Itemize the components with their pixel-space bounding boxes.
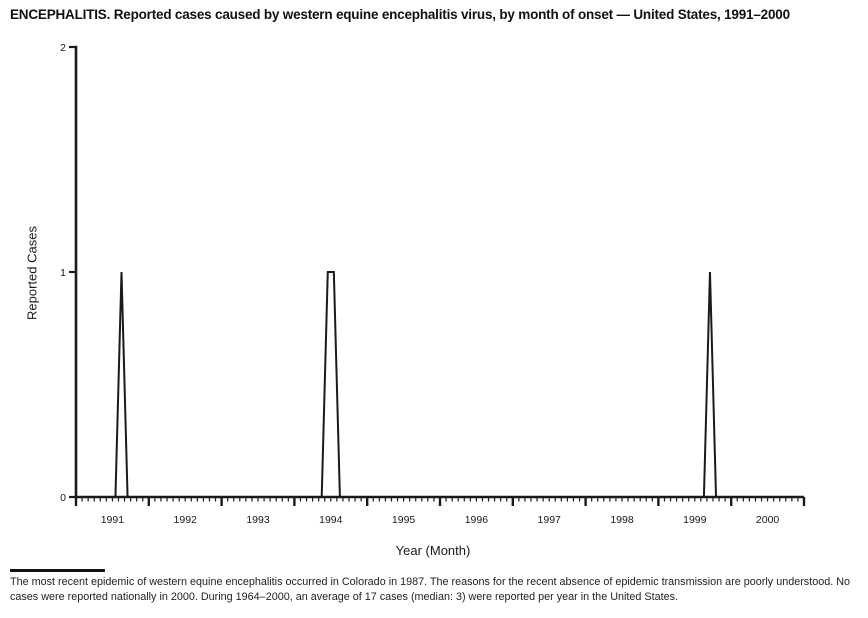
y-axis-title: Reported Cases <box>24 226 40 320</box>
x-year-label: 1999 <box>683 514 707 526</box>
y-tick-label: 0 <box>60 492 66 504</box>
x-year-label: 1998 <box>610 514 634 526</box>
footnote-text: The most recent epidemic of western equi… <box>10 576 851 603</box>
x-year-label: 1996 <box>465 514 489 526</box>
footnote-divider <box>10 569 105 572</box>
x-year-label: 1995 <box>392 514 416 526</box>
x-year-label: 2000 <box>756 514 780 526</box>
data-line <box>79 271 801 498</box>
y-tick-label: 2 <box>60 42 66 54</box>
x-year-label: 1992 <box>174 514 198 526</box>
x-year-label: 1994 <box>319 514 343 526</box>
x-axis-title: Year (Month) <box>395 543 471 558</box>
x-year-label: 1997 <box>538 514 562 526</box>
chart-title: ENCEPHALITIS. Reported cases caused by w… <box>10 7 790 22</box>
y-tick-label: 1 <box>60 267 66 279</box>
x-year-label: 1991 <box>101 514 125 526</box>
x-year-label: 1993 <box>246 514 270 526</box>
